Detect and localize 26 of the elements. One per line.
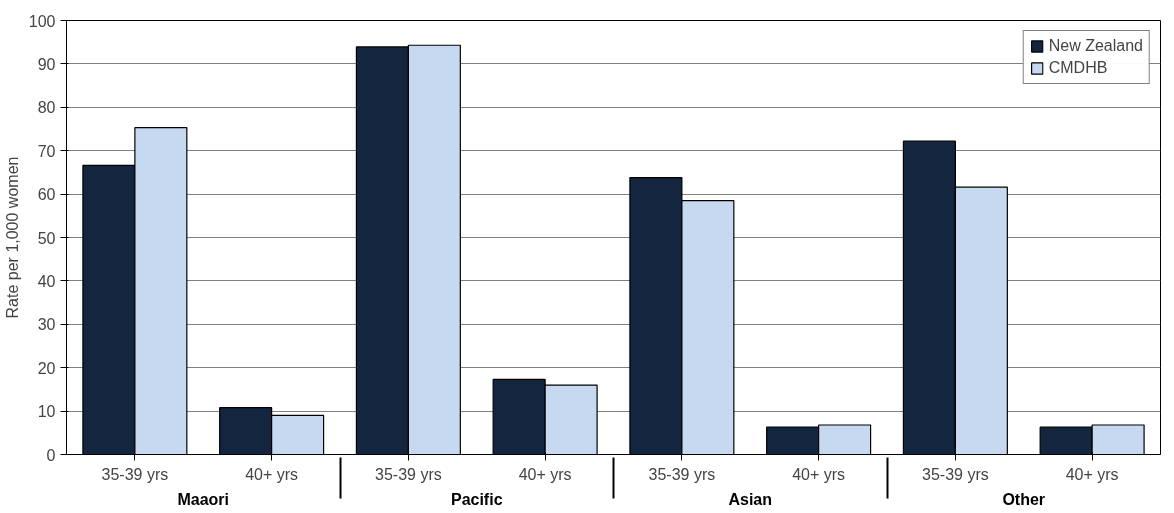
y-tick-label: 60 bbox=[37, 186, 56, 204]
y-axis-title: Rate per 1,000 women bbox=[3, 156, 21, 319]
x-tick-label: 40+ yrs bbox=[792, 465, 846, 483]
x-tick-label: 40+ yrs bbox=[245, 465, 299, 483]
y-tick-label: 70 bbox=[37, 142, 56, 160]
legend-label: New Zealand bbox=[1048, 37, 1143, 55]
legend-label: CMDHB bbox=[1048, 59, 1108, 77]
y-tick-label: 90 bbox=[37, 55, 56, 73]
y-tick-label: 40 bbox=[37, 272, 56, 290]
x-tick-label: 35-39 yrs bbox=[648, 465, 716, 483]
y-tick-label: 20 bbox=[37, 359, 56, 377]
x-tick-label: 40+ yrs bbox=[1065, 465, 1119, 483]
x-tick-label: 40+ yrs bbox=[518, 465, 572, 483]
text: Asian bbox=[728, 490, 773, 508]
y-tick-label: 50 bbox=[37, 229, 56, 247]
y-tick-label: 80 bbox=[37, 99, 56, 117]
x-tick-label: 35-39 yrs bbox=[101, 465, 169, 483]
x-tick-label: 35-39 yrs bbox=[375, 465, 442, 483]
x-tick-label: 35-39 yrs bbox=[922, 465, 989, 483]
y-tick-label: 10 bbox=[37, 403, 56, 421]
text: Maaori bbox=[177, 490, 230, 508]
y-tick-label: 30 bbox=[37, 316, 56, 334]
y-tick-label: 100 bbox=[28, 12, 56, 30]
y-tick-label: 0 bbox=[46, 446, 56, 464]
text: Other bbox=[1002, 490, 1046, 508]
text: Pacific bbox=[450, 490, 503, 508]
